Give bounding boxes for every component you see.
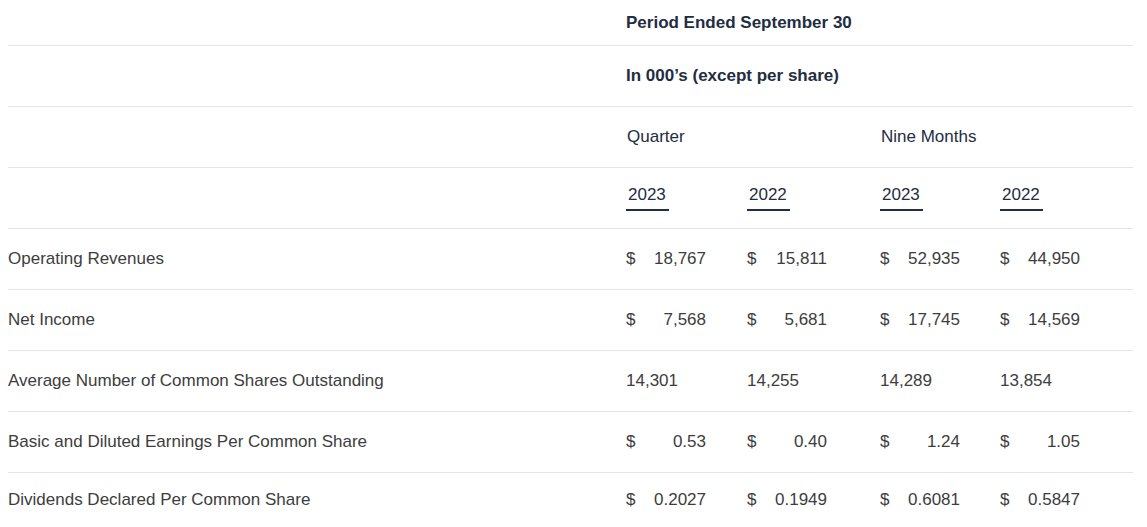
value-cell: $ 1.05 [1000,432,1080,452]
table-row-average-shares-outstanding: Average Number of Common Shares Outstand… [8,351,1133,412]
units-note: In 000’s (except per share) [626,66,1133,86]
value-cell: $ 0.1949 [747,490,827,510]
currency-symbol: $ [1000,490,1009,510]
value-cell: 14,289 [880,371,960,391]
currency-symbol: $ [626,249,635,269]
table-row-operating-revenues: Operating Revenues $ 18,767 $ 15,811 $ 5… [8,229,1133,290]
value-cell: $ 0.6081 [880,490,960,510]
value-cell: $ 7,568 [626,310,706,330]
value-cell: $ 0.53 [626,432,706,452]
value-cell: $ 18,767 [626,249,706,269]
currency-symbol: $ [747,310,756,330]
value-cell: $ 14,569 [1000,310,1080,330]
value-cell: $ 44,950 [1000,249,1080,269]
currency-symbol: $ [880,249,889,269]
column-group-nine-months: Nine Months [880,127,1000,147]
value-cell: $ 15,811 [747,249,827,269]
column-group-quarter: Quarter [626,127,747,147]
financial-summary-table: Period Ended September 30 In 000’s (exce… [0,0,1147,527]
cell-value: 18,767 [654,249,706,269]
currency-symbol: $ [880,432,889,452]
cell-value: 0.40 [794,432,827,452]
cell-value: 1.24 [927,432,960,452]
value-cell: 13,854 [1000,371,1080,391]
row-label: Net Income [8,310,626,330]
year-header-quarter-2022: 2022 [747,185,790,211]
currency-symbol: $ [1000,432,1009,452]
cell-value: 0.6081 [908,490,960,510]
table-row-earnings-per-share: Basic and Diluted Earnings Per Common Sh… [8,412,1133,473]
value-cell: 14,301 [626,371,706,391]
value-cell: $ 52,935 [880,249,960,269]
value-cell: $ 17,745 [880,310,960,330]
value-cell: $ 0.40 [747,432,827,452]
cell-value: 0.5847 [1028,490,1080,510]
year-header-quarter-2023: 2023 [626,185,669,211]
table-row-net-income: Net Income $ 7,568 $ 5,681 $ 17,745 $ 14… [8,290,1133,351]
cell-value: 17,745 [908,310,960,330]
period-title: Period Ended September 30 [626,13,1133,33]
cell-value: 13,854 [1000,371,1052,391]
cell-value: 5,681 [784,310,827,330]
cell-value: 14,569 [1028,310,1080,330]
cell-value: 14,255 [747,371,799,391]
row-label: Dividends Declared Per Common Share [8,490,626,510]
cell-value: 7,568 [663,310,706,330]
header-row-years: 2023 2022 2023 2022 [8,168,1133,229]
value-cell: 14,255 [747,371,827,391]
cell-value: 15,811 [776,249,827,269]
currency-symbol: $ [626,490,635,510]
header-row-period: Period Ended September 30 [8,0,1133,46]
cell-value: 1.05 [1047,432,1080,452]
cell-value: 52,935 [908,249,960,269]
row-label: Average Number of Common Shares Outstand… [8,371,626,391]
row-label: Basic and Diluted Earnings Per Common Sh… [8,432,626,452]
year-header-nine-months-2022: 2022 [1000,185,1043,211]
table-row-dividends-per-share: Dividends Declared Per Common Share $ 0.… [8,473,1133,527]
cell-value: 44,950 [1028,249,1080,269]
value-cell: $ 5,681 [747,310,827,330]
currency-symbol: $ [747,249,756,269]
cell-value: 14,301 [626,371,678,391]
currency-symbol: $ [626,310,635,330]
header-row-units: In 000’s (except per share) [8,46,1133,107]
value-cell: $ 0.5847 [1000,490,1080,510]
currency-symbol: $ [1000,249,1009,269]
row-label: Operating Revenues [8,249,626,269]
cell-value: 0.1949 [775,490,827,510]
currency-symbol: $ [880,310,889,330]
currency-symbol: $ [1000,310,1009,330]
cell-value: 0.2027 [654,490,706,510]
currency-symbol: $ [747,432,756,452]
year-header-nine-months-2023: 2023 [880,185,923,211]
currency-symbol: $ [747,490,756,510]
value-cell: $ 0.2027 [626,490,706,510]
currency-symbol: $ [880,490,889,510]
currency-symbol: $ [626,432,635,452]
header-row-groups: Quarter Nine Months [8,107,1133,168]
value-cell: $ 1.24 [880,432,960,452]
cell-value: 0.53 [673,432,706,452]
cell-value: 14,289 [880,371,932,391]
